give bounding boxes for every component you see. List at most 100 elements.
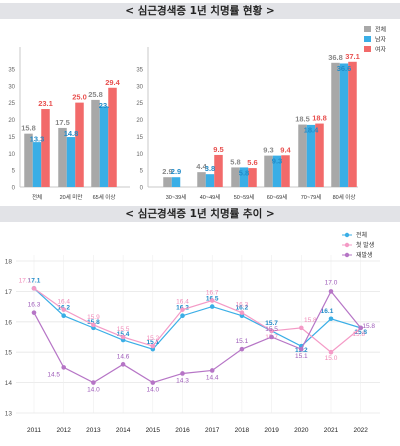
bar-여자: [348, 61, 357, 187]
bar-여자: [214, 154, 223, 187]
bar-value-label: 2.9: [162, 167, 172, 176]
x-category-label: 60~69세: [267, 193, 288, 201]
x-tick-label: 2018: [235, 427, 250, 434]
bar-value-label: 23.1: [38, 99, 53, 108]
bar-여자: [281, 155, 290, 187]
point-value-label: 15.0: [325, 355, 338, 362]
point-value-label: 15.7: [265, 320, 278, 327]
y-tick-label: 20: [8, 118, 15, 124]
point-재발생: [269, 334, 274, 340]
bar-value-label: 25.8: [88, 90, 103, 99]
bar-남자: [306, 124, 316, 187]
point-재발생: [180, 371, 185, 376]
y-tick-label: 35: [136, 67, 143, 73]
point-재발생: [299, 346, 304, 352]
legend-swatch-여자: [364, 46, 371, 52]
point-첫 발생: [150, 343, 156, 349]
legend-label: 남자: [375, 36, 387, 44]
bar-value-label: 9.3: [263, 146, 273, 155]
line-첫 발생: [33, 287, 362, 353]
point-value-label: 16.1: [321, 308, 334, 315]
point-value-label: 16.7: [206, 290, 219, 297]
bar-전체: [24, 133, 33, 187]
point-value-label: 15.9: [87, 314, 100, 321]
bar-value-label: 29.4: [105, 78, 120, 87]
bar-value-label: 2.9: [171, 167, 181, 176]
bar-value-label: 18.4: [304, 126, 319, 135]
x-category-label: 40~49세: [200, 193, 221, 201]
bar-남자: [339, 63, 349, 187]
bottom-chart-title: < 심근경색증 1년 치명률 추이 >: [125, 208, 275, 220]
bar-value-label: 5.8: [230, 157, 240, 166]
x-tick-label: 2011: [27, 427, 41, 434]
point-value-label: 15.4: [117, 331, 130, 338]
y-tick-label: 15: [8, 135, 15, 141]
bar-value-label: 4.4: [196, 162, 207, 171]
x-category-label: 20세 미만: [60, 193, 83, 201]
bar-value-label: 17.5: [55, 118, 70, 127]
bar-전체: [231, 167, 240, 187]
legend-swatch-남자: [364, 36, 371, 42]
point-재발생: [31, 310, 37, 315]
bar-value-label: 9.4: [280, 145, 291, 154]
point-전체: [209, 304, 215, 309]
bottom-chart-title-bar: < 심근경색증 1년 치명률 추이 >: [0, 206, 400, 222]
line-전체: [33, 287, 361, 350]
bar-value-label: 18.5: [295, 115, 310, 124]
bar-여자: [248, 168, 257, 187]
point-value-label: 15.8: [304, 317, 317, 324]
point-value-label: 16.3: [28, 302, 41, 309]
bar-value-label: 9.3: [272, 157, 282, 166]
bar-value-label: 5.6: [247, 158, 257, 167]
point-value-label: 15.1: [146, 339, 159, 346]
legend-marker-재발생: [344, 252, 350, 258]
point-전체: [328, 316, 334, 322]
bar-value-label: 13.3: [30, 135, 45, 144]
bar-남자: [171, 177, 181, 187]
point-value-label: 15.1: [295, 353, 308, 360]
bar-value-label: 23.: [99, 101, 109, 110]
point-value-label: 17.1: [19, 277, 32, 284]
point-첫 발생: [269, 328, 274, 334]
point-value-label: 14.4: [206, 374, 219, 381]
y-tick-label: 13: [5, 411, 13, 418]
x-tick-label: 2014: [116, 427, 131, 434]
x-category-label: 50~59세: [234, 193, 255, 201]
line-chart-panel: 13 14 15 16 17 18 2011 2012 2013 2014 2015 2016 2017…: [0, 226, 400, 441]
point-value-label: 15.5: [265, 326, 278, 333]
point-value-label: 14.3: [176, 377, 189, 384]
y-tick-label: 25: [136, 101, 143, 107]
bar-value-label: 5.8: [239, 168, 249, 177]
y-tick-label: 15: [5, 350, 13, 357]
x-tick-label: 2022: [353, 427, 368, 434]
point-재발생: [328, 289, 334, 294]
bar-여자: [108, 87, 117, 187]
legend-label: 전체: [375, 26, 386, 34]
point-value-label: 14.0: [87, 387, 100, 394]
bar-전체: [58, 127, 67, 187]
point-재발생: [150, 380, 156, 385]
bar-남자: [239, 167, 249, 187]
bar-value-label: 36.6: [337, 64, 352, 73]
point-value-label: 15.5: [117, 326, 130, 333]
point-value-label: 15.2: [146, 335, 159, 342]
y-tick-label: 16: [5, 319, 13, 326]
point-value-label: 14.6: [117, 353, 130, 360]
point-value-label: 15.1: [236, 338, 249, 345]
point-재발생: [239, 346, 245, 352]
y-tick-label: 35: [8, 67, 15, 73]
y-tick-label: 18: [5, 259, 13, 266]
y-tick-label: 30: [8, 84, 15, 90]
bar-남자: [32, 142, 42, 187]
legend-marker-첫 발생: [344, 242, 350, 248]
bar-전체: [331, 62, 340, 187]
x-tick-label: 2017: [205, 427, 220, 434]
legend-label: 첫 발생: [356, 241, 374, 249]
top-chart-title: < 심근경색증 1년 치명률 현황 >: [125, 5, 275, 17]
point-value-label: 16.3: [236, 302, 249, 309]
point-첫 발생: [180, 307, 185, 312]
legend-label: 전체: [356, 231, 367, 239]
bar-전체: [197, 172, 206, 187]
